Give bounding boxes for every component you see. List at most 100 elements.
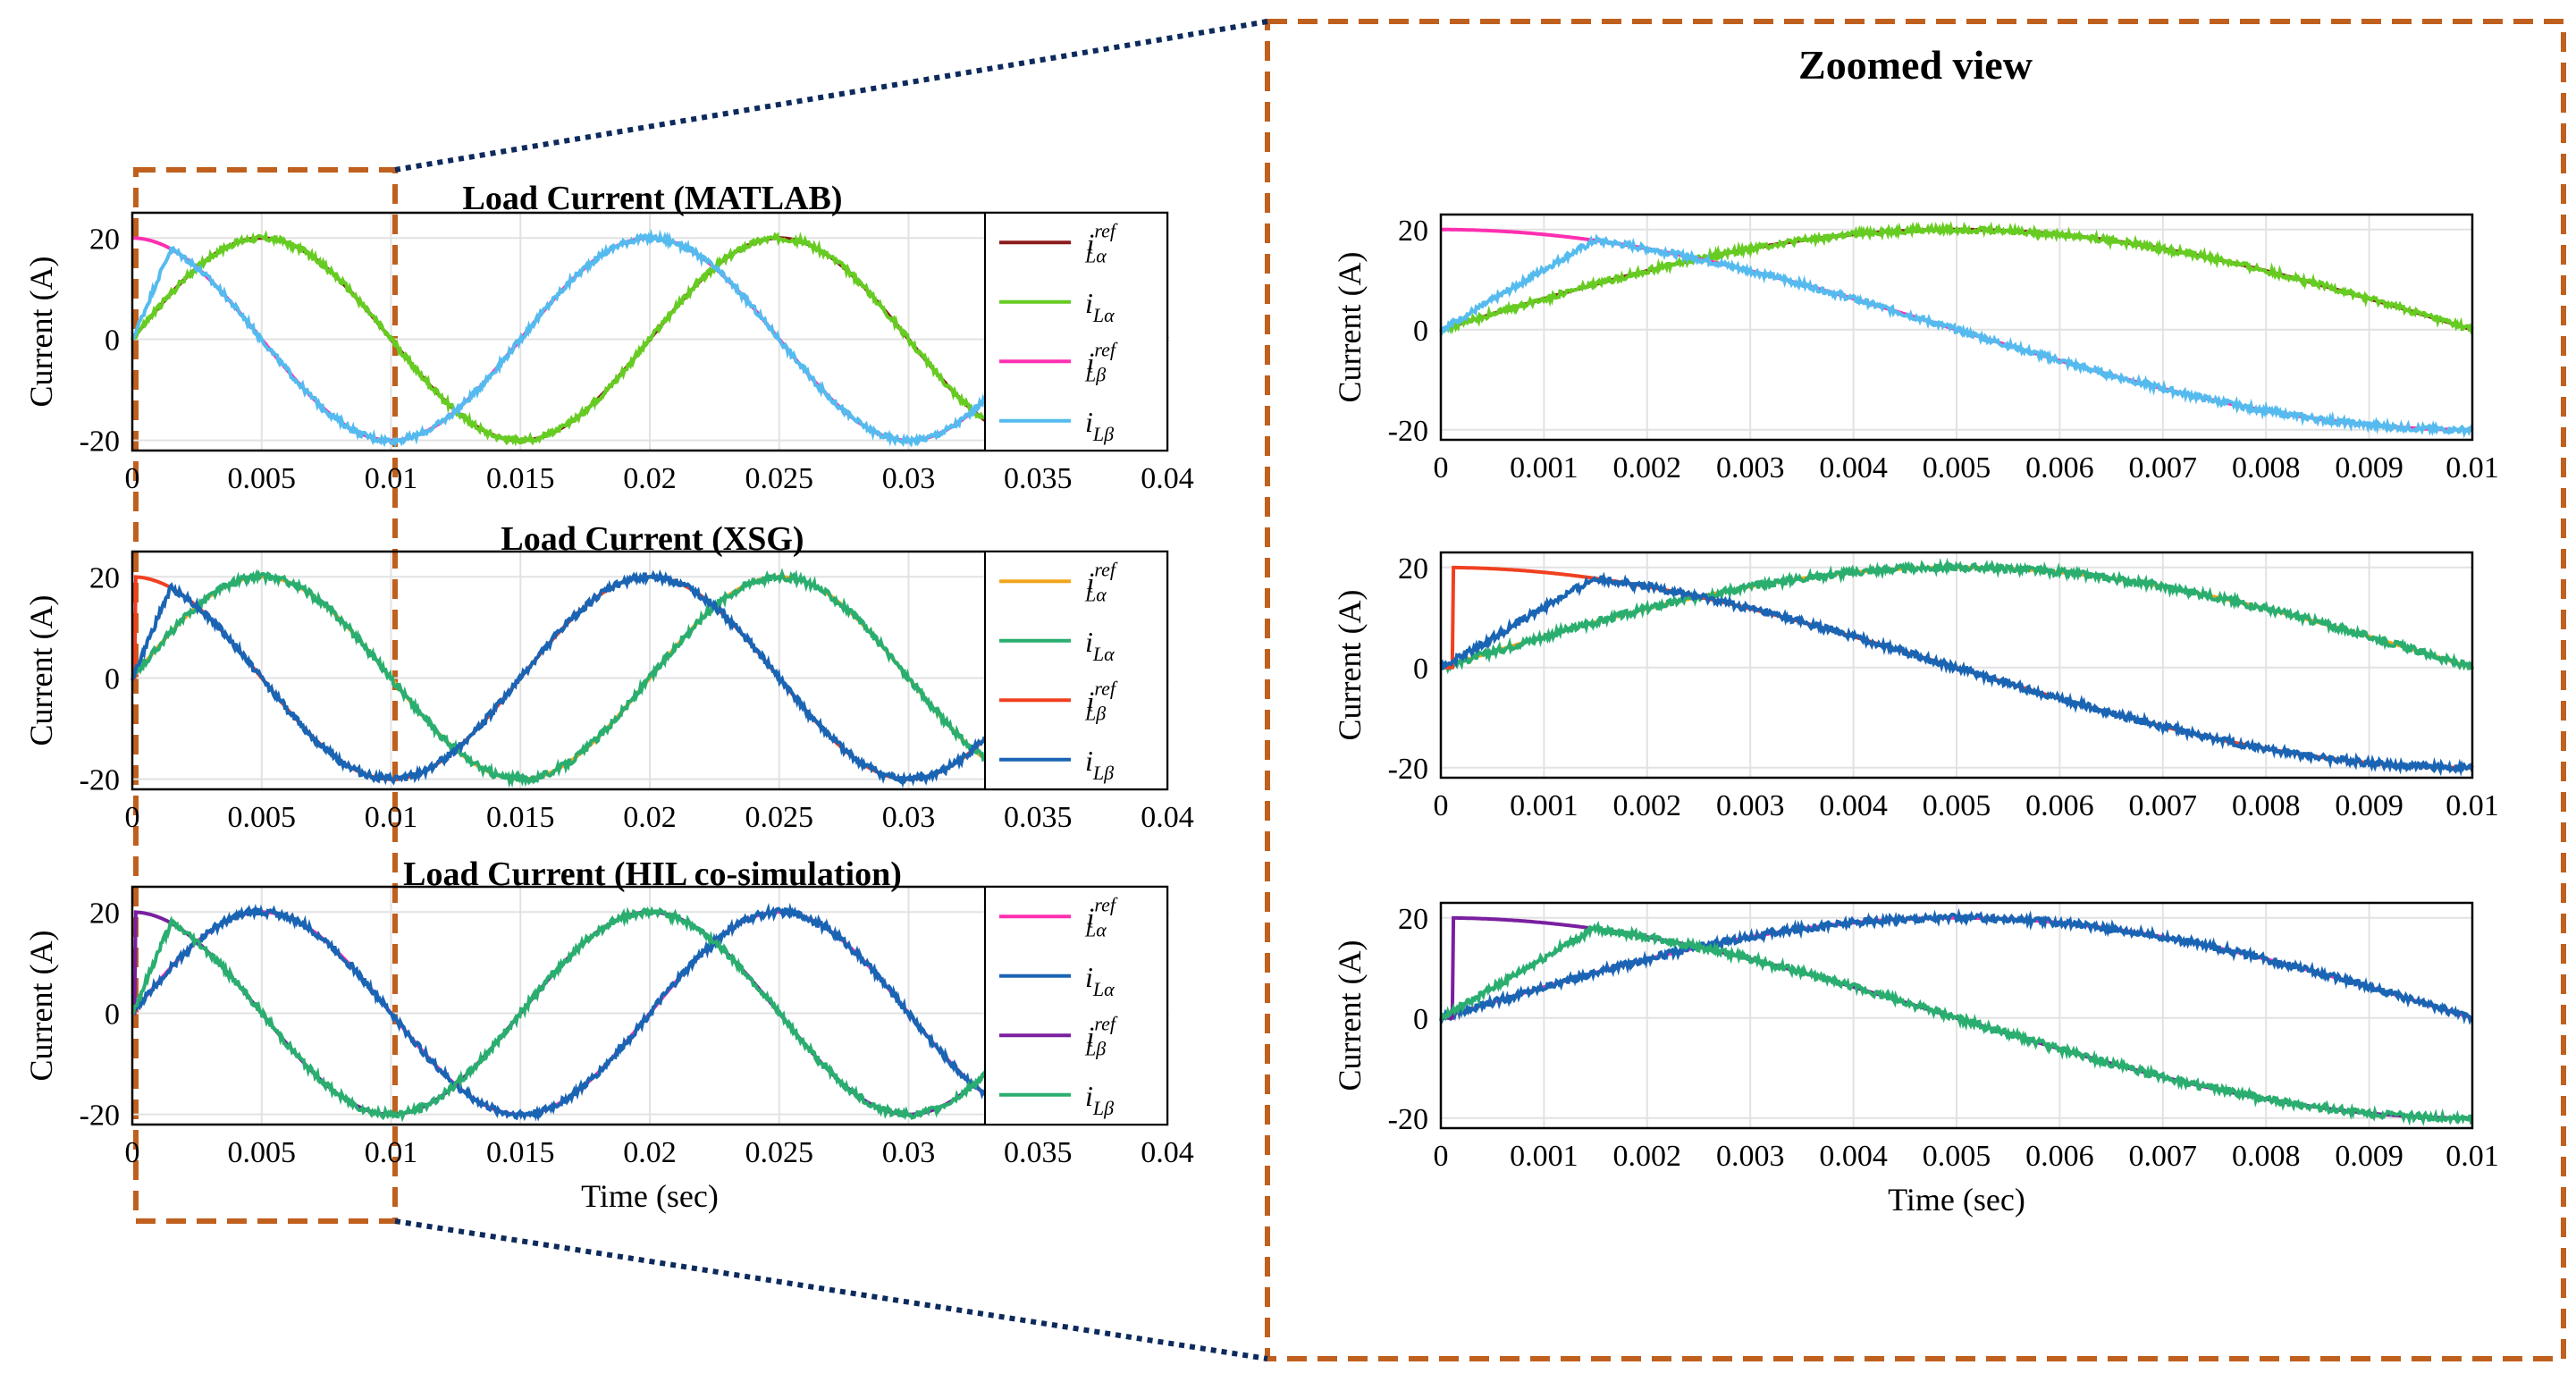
legend: iref Lα iLα iref Lβ iLβ	[984, 886, 1168, 1125]
series-line-1	[1439, 221, 2474, 335]
x-tick-label: 0.009	[2335, 451, 2403, 485]
y-tick-label: 0	[1413, 1003, 1428, 1036]
x-tick-label: 0	[125, 462, 140, 495]
x-tick-label: 0.004	[1819, 451, 1888, 485]
legend-entry: iref Lβ	[1084, 677, 1118, 724]
x-tick-label: 0.035	[1004, 801, 1073, 834]
x-tick-label: 0.01	[365, 1136, 418, 1169]
x-tick-label: 0.005	[1923, 451, 1991, 485]
y-tick-label: -20	[1388, 1103, 1428, 1136]
x-tick-label: 0.003	[1716, 789, 1785, 822]
legend-entry: iref Lα	[1084, 219, 1118, 266]
series-line-3	[1439, 571, 2474, 777]
series-line-3	[1439, 920, 2474, 1126]
x-tick-label: 0.035	[1004, 1136, 1073, 1169]
y-tick-label: -20	[80, 1100, 120, 1133]
x-tick-label: 0.007	[2129, 451, 2198, 485]
zoom-connector-bottom	[394, 1218, 1268, 1361]
x-tick-label: 0.02	[623, 462, 677, 495]
legend-entry: iLα	[1085, 626, 1115, 665]
x-tick-label: 0.04	[1141, 462, 1194, 495]
x-tick-label: 0.002	[1613, 451, 1682, 485]
x-tick-label: 0.025	[745, 801, 814, 834]
zoom-title: Zoomed view	[1798, 42, 2033, 88]
x-tick-label: 0	[1434, 451, 1449, 485]
legend-entry: iref Lβ	[1084, 1012, 1118, 1059]
chart-xsg: 0 0.005 0.01 0.015 0.02 0.025 0.03 0.035 0.04 20 0…	[23, 520, 1194, 834]
x-tick-label: 0.008	[2232, 451, 2301, 485]
x-tick-label: 0	[125, 801, 140, 834]
zoom-connector-top	[394, 19, 1268, 173]
x-tick-label: 0.015	[486, 801, 555, 834]
y-tick-label: 0	[105, 998, 120, 1031]
x-tick-label: 0.02	[623, 801, 677, 834]
x-tick-label: 0.004	[1819, 1140, 1888, 1173]
x-tick-label: 0	[1434, 789, 1449, 822]
legend-frame	[984, 551, 1168, 790]
y-tick-label: -20	[1388, 415, 1428, 448]
y-axis-label: Current (A)	[23, 257, 59, 408]
chart-zoom-matlab: 0 0.001 0.002 0.003 0.004 0.005 0.006 0.007 0.00…	[1332, 213, 2499, 485]
y-axis-label: Current (A)	[1332, 590, 1368, 741]
x-tick-label: 0.002	[1613, 1140, 1682, 1173]
chart-hil: 0 0.005 0.01 0.015 0.02 0.025 0.03 0.035 0.04 20 0…	[23, 855, 1194, 1214]
legend-entry: iref Lα	[1084, 893, 1118, 940]
y-tick-label: 20	[89, 223, 120, 256]
legend-entry: iLα	[1085, 961, 1115, 1000]
y-tick-label: 0	[1413, 315, 1428, 348]
x-tick-label: 0.025	[745, 1136, 814, 1169]
x-tick-label: 0.001	[1510, 1140, 1578, 1173]
plots: 0 0.005 0.01 0.015 0.02 0.025 0.03 0.035 0.04 20 0…	[23, 180, 2499, 1218]
y-axis-label: Current (A)	[23, 595, 59, 746]
x-tick-label: 0.04	[1141, 1136, 1194, 1169]
x-tick-label: 0.005	[1923, 789, 1991, 822]
chart-matlab: 0 0.005 0.01 0.015 0.02 0.025 0.03 0.035 0.04 20 0…	[23, 180, 1194, 495]
legend-entry: iLβ	[1085, 745, 1114, 784]
axes-frame	[1439, 901, 2474, 1130]
x-tick-label: 0.005	[228, 462, 297, 495]
x-tick-label: 0.035	[1004, 462, 1073, 495]
x-tick-label: 0.001	[1510, 789, 1578, 822]
x-axis-label: Time (sec)	[581, 1178, 719, 1214]
x-tick-label: 0.001	[1510, 451, 1578, 485]
x-tick-label: 0.006	[2025, 1140, 2094, 1173]
legend-entry: iLβ	[1085, 406, 1114, 445]
x-tick-label: 0.005	[228, 1136, 297, 1169]
y-tick-label: 20	[1398, 903, 1428, 936]
y-tick-label: 20	[89, 897, 120, 930]
chart-title: Load Current (HIL co-simulation)	[403, 855, 902, 893]
y-tick-label: 0	[105, 662, 120, 695]
x-tick-label: 0.03	[882, 462, 936, 495]
legend-entry: iLα	[1085, 287, 1115, 326]
x-tick-label: 0.005	[1923, 1140, 1991, 1173]
y-tick-label: 0	[105, 324, 120, 357]
x-tick-label: 0.015	[486, 1136, 555, 1169]
y-tick-label: 20	[89, 561, 120, 594]
chart-title: Load Current (MATLAB)	[462, 180, 842, 217]
x-tick-label: 0.01	[365, 801, 418, 834]
x-tick-label: 0.04	[1141, 801, 1194, 834]
y-tick-label: 0	[1413, 653, 1428, 686]
legend-entry: iLβ	[1085, 1080, 1114, 1119]
legend-frame	[984, 886, 1168, 1125]
series-line-3	[1439, 233, 2474, 439]
x-axis-label: Time (sec)	[1888, 1182, 2025, 1218]
x-tick-label: 0.01	[2446, 789, 2499, 822]
x-tick-label: 0.03	[882, 801, 936, 834]
x-tick-label: 0.015	[486, 462, 555, 495]
legend: iref Lα iLα iref Lβ iLβ	[984, 212, 1168, 451]
axes-frame	[1439, 213, 2474, 442]
zoom-view-box	[1265, 19, 2566, 1361]
y-tick-label: -20	[80, 426, 120, 459]
x-tick-label: 0.008	[2232, 1140, 2301, 1173]
y-axis-label: Current (A)	[1332, 940, 1368, 1091]
x-tick-label: 0.02	[623, 1136, 677, 1169]
x-tick-label: 0.003	[1716, 1140, 1785, 1173]
x-tick-label: 0.008	[2232, 789, 2301, 822]
legend-entry: iref Lβ	[1084, 338, 1118, 385]
x-tick-label: 0	[125, 1136, 140, 1169]
x-tick-label: 0.009	[2335, 1140, 2403, 1173]
legend-frame	[984, 212, 1168, 451]
chart-title: Load Current (XSG)	[501, 520, 804, 558]
x-tick-label: 0.03	[882, 1136, 936, 1169]
